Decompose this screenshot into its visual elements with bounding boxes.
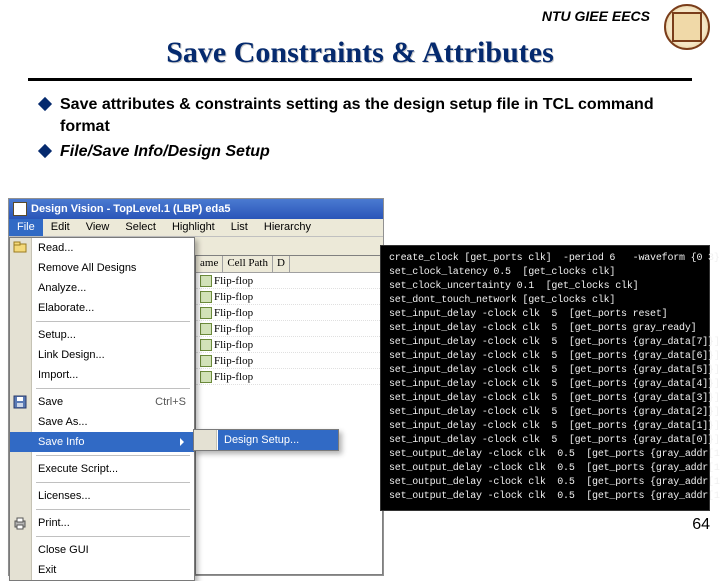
folder-icon	[13, 241, 27, 255]
save-info-submenu: Design Setup...	[193, 429, 339, 451]
menu-item-label: Close GUI	[38, 544, 89, 556]
menu-select[interactable]: Select	[117, 219, 164, 236]
window-title: Design Vision - TopLevel.1 (LBP) eda5	[31, 203, 230, 215]
menu-item-label: Elaborate...	[38, 302, 94, 314]
file-menu: Read... Remove All Designs Analyze... Elabo…	[9, 237, 195, 581]
menu-item-label: Save	[38, 396, 63, 408]
menu-item-label: Print...	[38, 517, 70, 529]
hier-row[interactable]: Flip-flop	[196, 305, 382, 321]
file-menu-close-gui[interactable]: Close GUI	[10, 540, 194, 560]
file-menu-remove-all-designs[interactable]: Remove All Designs	[10, 258, 194, 278]
menu-item-label: Link Design...	[38, 349, 105, 361]
menu-item-label: Save As...	[38, 416, 88, 428]
hier-row[interactable]: Flip-flop	[196, 353, 382, 369]
page-title: Save Constraints & Attributes	[0, 36, 720, 70]
hier-col-d[interactable]: D	[273, 256, 290, 272]
hier-col-cell-path[interactable]: Cell Path	[223, 256, 273, 272]
printer-icon	[13, 516, 27, 530]
file-menu-print[interactable]: Print...	[10, 513, 194, 533]
title-rule	[28, 78, 692, 81]
hier-header: ameCell PathD	[196, 256, 382, 273]
diamond-icon	[38, 144, 52, 158]
menu-list[interactable]: List	[223, 219, 256, 236]
file-menu-elaborate[interactable]: Elaborate...	[10, 298, 194, 318]
menu-item-label: Analyze...	[38, 282, 86, 294]
menu-file[interactable]: File	[9, 219, 43, 236]
window-titlebar[interactable]: Design Vision - TopLevel.1 (LBP) eda5	[9, 199, 383, 219]
hier-row[interactable]: Flip-flop	[196, 321, 382, 337]
file-menu-read[interactable]: Read...	[10, 238, 194, 258]
menu-item-label: Save Info	[38, 436, 84, 448]
menu-shortcut: Ctrl+S	[155, 396, 186, 408]
header-org: NTU GIEE EECS	[542, 8, 650, 24]
page-number: 64	[692, 516, 710, 534]
menu-item-label: Import...	[38, 369, 78, 381]
hier-col-ame[interactable]: ame	[196, 256, 223, 272]
menu-edit[interactable]: Edit	[43, 219, 78, 236]
bullet-text: Save attributes & constraints setting as…	[60, 94, 680, 137]
file-menu-save-as[interactable]: Save As...	[10, 412, 194, 432]
tcl-terminal: create_clock [get_ports clk] -period 6 -…	[380, 245, 710, 511]
menu-highlight[interactable]: Highlight	[164, 219, 223, 236]
hier-row[interactable]: Flip-flop	[196, 273, 382, 289]
menubar: FileEditViewSelectHighlightListHierarchy	[9, 219, 383, 237]
hierarchy-panel: ameCell PathD Flip-flopFlip-flopFlip-flo…	[195, 255, 383, 575]
file-menu-save-info[interactable]: Save Info	[10, 432, 194, 452]
file-menu-analyze[interactable]: Analyze...	[10, 278, 194, 298]
file-menu-licenses[interactable]: Licenses...	[10, 486, 194, 506]
hier-row[interactable]: Flip-flop	[196, 369, 382, 385]
file-menu-setup[interactable]: Setup...	[10, 325, 194, 345]
diamond-icon	[38, 97, 52, 111]
tcl-output: create_clock [get_ports clk] -period 6 -…	[389, 252, 701, 504]
menu-view[interactable]: View	[78, 219, 118, 236]
file-menu-save[interactable]: Save Ctrl+S	[10, 392, 194, 412]
app-icon	[13, 202, 27, 216]
bullet-item: File/Save Info/Design Setup	[40, 141, 680, 163]
menu-item-label: Execute Script...	[38, 463, 118, 475]
bullet-text: File/Save Info/Design Setup	[60, 143, 270, 160]
bullet-list: Save attributes & constraints setting as…	[40, 94, 680, 167]
menu-item-label: Licenses...	[38, 490, 91, 502]
file-menu-link-design[interactable]: Link Design...	[10, 345, 194, 365]
menu-item-label: Exit	[38, 564, 56, 576]
menu-item-label: Read...	[38, 242, 73, 254]
disk-icon	[13, 395, 27, 409]
file-menu-execute-script[interactable]: Execute Script...	[10, 459, 194, 479]
menu-item-label: Setup...	[38, 329, 76, 341]
hier-row[interactable]: Flip-flop	[196, 289, 382, 305]
bullet-item: Save attributes & constraints setting as…	[40, 94, 680, 137]
file-menu-exit[interactable]: Exit	[10, 560, 194, 580]
menu-item-label: Remove All Designs	[38, 262, 136, 274]
submenu-design-setup[interactable]: Design Setup...	[218, 430, 338, 450]
menu-item-label: Design Setup...	[224, 434, 299, 446]
file-menu-import[interactable]: Import...	[10, 365, 194, 385]
menu-hierarchy[interactable]: Hierarchy	[256, 219, 319, 236]
design-vision-window: Design Vision - TopLevel.1 (LBP) eda5 Fi…	[8, 198, 384, 576]
hier-row[interactable]: Flip-flop	[196, 337, 382, 353]
